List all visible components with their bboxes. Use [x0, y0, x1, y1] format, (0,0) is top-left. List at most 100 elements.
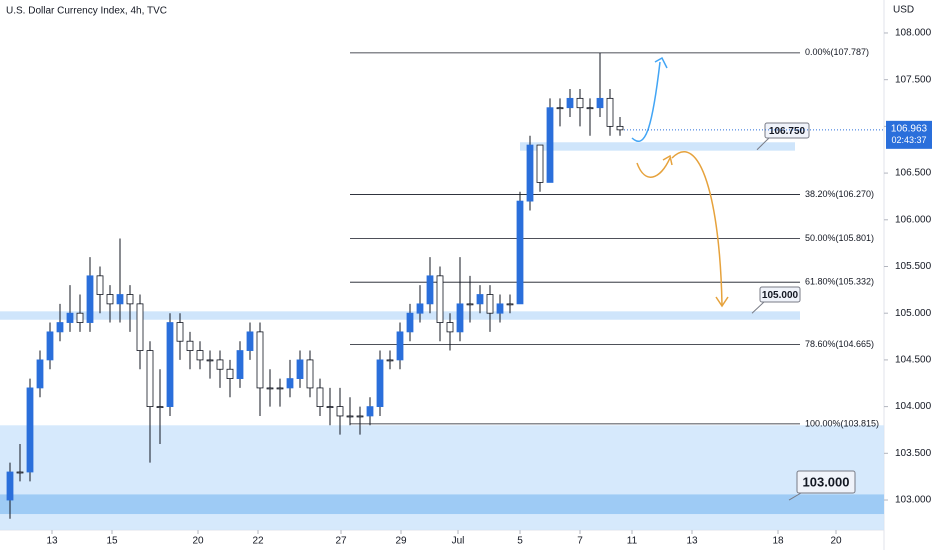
candle-body: [156, 406, 164, 409]
candle-body: [416, 303, 424, 314]
y-tick-label: 106.000: [895, 214, 932, 225]
fib-label: 50.00%(105.801): [805, 233, 874, 243]
candle-body: [66, 312, 74, 323]
candle-body: [306, 359, 314, 389]
candle-body: [536, 144, 544, 183]
candle-body: [606, 97, 614, 127]
candle-body: [6, 471, 14, 501]
x-tick-label: 18: [772, 536, 784, 547]
candle-body: [36, 359, 44, 389]
scenario-arrow: [631, 61, 661, 143]
candle-body: [516, 200, 524, 305]
support-area: [0, 425, 884, 530]
scenario-arrow: [636, 157, 671, 178]
candle-body: [46, 331, 54, 361]
x-tick-label: 15: [106, 536, 118, 547]
y-tick-label: 107.500: [895, 74, 932, 85]
fib-label: 0.00%(107.787): [805, 47, 869, 57]
candle-body: [456, 303, 464, 333]
arrow-head: [662, 154, 673, 166]
candle-body: [86, 275, 94, 323]
candle-body: [256, 331, 264, 389]
candle-body: [196, 350, 204, 361]
x-tick-label: 27: [335, 536, 347, 547]
candle-body: [576, 97, 584, 109]
candle-body: [476, 294, 484, 305]
x-tick-label: 20: [192, 536, 204, 547]
x-tick-label: 5: [517, 536, 523, 547]
candle-body: [386, 359, 394, 362]
arrow-head: [654, 56, 668, 69]
candle-body: [176, 322, 184, 342]
candle-body: [356, 415, 364, 418]
chart-title: U.S. Dollar Currency Index, 4h, TVC: [6, 6, 167, 17]
x-tick-label: 11: [627, 536, 638, 547]
zone-pointer: [756, 137, 770, 151]
candle-body: [116, 294, 124, 305]
zone-label-box: [759, 286, 801, 303]
candle-body: [346, 415, 354, 418]
candle-body: [236, 350, 244, 379]
x-tick-label: Jul: [452, 536, 465, 547]
candle-body: [106, 294, 114, 305]
x-tick-label: 22: [252, 536, 264, 547]
zone-label: 105.000: [762, 290, 799, 301]
zone-label-box: [796, 470, 856, 494]
x-tick-label: 7: [577, 536, 583, 547]
candle-body: [26, 387, 34, 473]
zone-label: 103.000: [803, 474, 850, 489]
zone-pointer: [751, 301, 765, 314]
candle-body: [586, 107, 594, 110]
candle-body: [396, 331, 404, 361]
y-tick-label: 106.500: [895, 168, 932, 179]
candle-body: [466, 303, 474, 306]
y-tick-label: 105.500: [895, 261, 932, 272]
candle-body: [226, 368, 234, 379]
x-tick-label: 20: [830, 536, 842, 547]
candle-body: [126, 294, 134, 305]
candle-body: [616, 125, 624, 131]
y-tick-label: 103.500: [895, 448, 932, 459]
last-price-label: 106.963: [891, 123, 928, 134]
candle-body: [316, 387, 324, 408]
candle-body: [96, 275, 104, 295]
candle-body: [216, 359, 224, 370]
fib-label: 78.60%(104.665): [805, 339, 874, 349]
candle-body: [296, 359, 304, 379]
zone-label: 106.750: [769, 126, 806, 137]
candle-body: [596, 97, 604, 109]
fib-label: 38.20%(106.270): [805, 189, 874, 199]
scenario-arrow: [671, 151, 723, 306]
x-tick-label: 29: [395, 536, 407, 547]
candle-body: [16, 471, 24, 474]
candle-body: [426, 275, 434, 305]
y-tick-label: 105.000: [895, 308, 932, 319]
candle-body: [266, 387, 274, 390]
countdown-label: 02:43:37: [891, 135, 926, 145]
candle-body: [556, 107, 564, 110]
candle-body: [186, 340, 194, 351]
candle-body: [286, 378, 294, 389]
candle-body: [546, 107, 554, 183]
y-tick-label: 104.500: [895, 355, 932, 366]
zone: [0, 311, 800, 320]
candle-body: [376, 359, 384, 408]
candle-body: [496, 303, 504, 314]
candle-body: [446, 322, 454, 333]
zone: [520, 142, 795, 151]
y-tick-label: 103.000: [895, 495, 932, 506]
zone-label-box: [764, 122, 810, 139]
candle-body: [136, 303, 144, 351]
last-price-tag: [886, 120, 932, 149]
zone-pointer: [788, 492, 802, 501]
candle-body: [166, 322, 174, 408]
candle-body: [436, 275, 444, 323]
y-tick-label: 104.000: [895, 401, 932, 412]
candle-body: [206, 359, 214, 362]
y-axis-label: USD: [893, 5, 914, 16]
zone: [0, 494, 884, 515]
candle-body: [56, 322, 64, 333]
candle-body: [506, 303, 514, 306]
candle-body: [76, 312, 84, 323]
